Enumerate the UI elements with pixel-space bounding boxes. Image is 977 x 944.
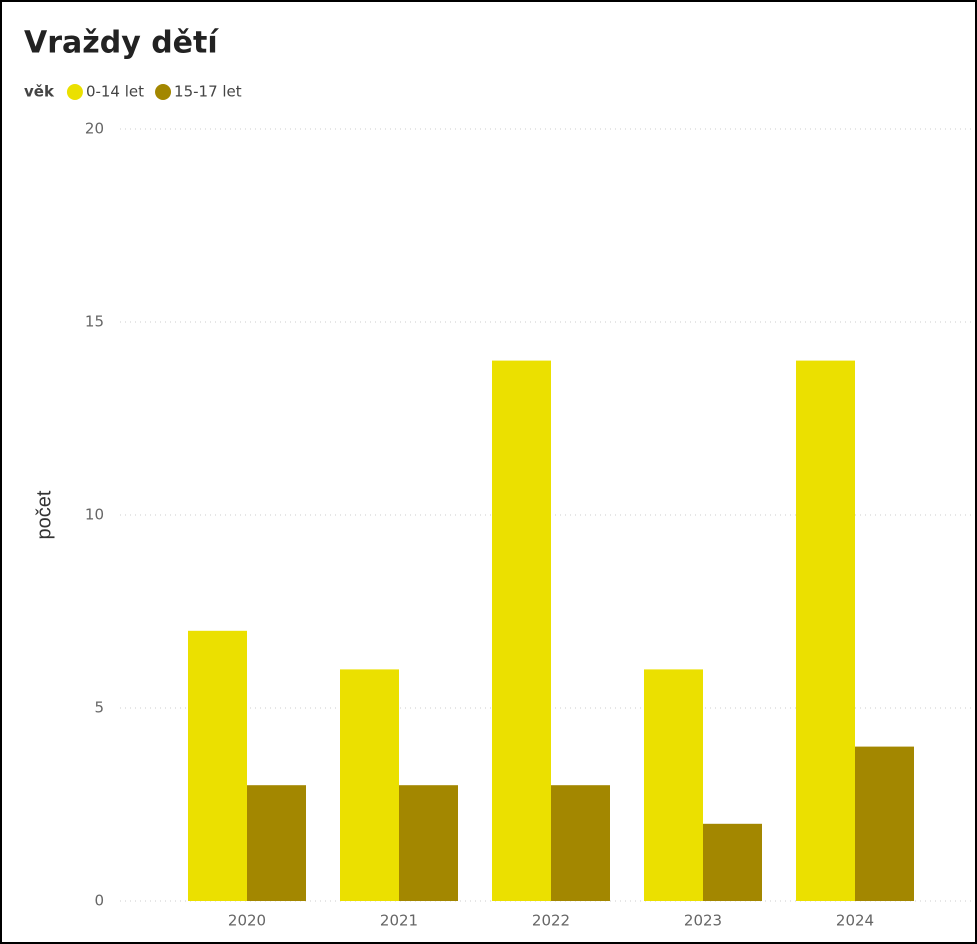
- x-tick-label: 2020: [228, 912, 266, 930]
- legend-marker: [155, 84, 172, 100]
- bar: [796, 360, 855, 902]
- y-tick-label: 10: [85, 506, 104, 524]
- bar: [492, 360, 551, 902]
- legend-label: 15-17 let: [174, 83, 242, 101]
- bar: [247, 785, 306, 901]
- x-tick-label: 2024: [836, 912, 874, 930]
- y-axis-label: počet: [33, 490, 55, 539]
- y-tick-label: 20: [85, 120, 104, 138]
- bar: [855, 746, 914, 901]
- chart-title: Vraždy dětí: [24, 26, 219, 61]
- x-tick-label: 2023: [684, 912, 722, 930]
- y-tick-label: 0: [94, 892, 104, 910]
- y-tick-label: 15: [85, 313, 104, 331]
- x-tick-label: 2022: [532, 912, 570, 930]
- bar: [340, 669, 399, 901]
- bar: [551, 785, 610, 901]
- y-tick-label: 5: [94, 699, 104, 717]
- bar: [399, 785, 458, 901]
- legend-marker: [66, 84, 83, 100]
- bar: [188, 630, 247, 901]
- bar: [703, 823, 762, 901]
- legend-label: 0-14 let: [86, 83, 144, 101]
- bar: [644, 669, 703, 901]
- x-tick-label: 2021: [380, 912, 418, 930]
- legend-title: věk: [24, 83, 55, 101]
